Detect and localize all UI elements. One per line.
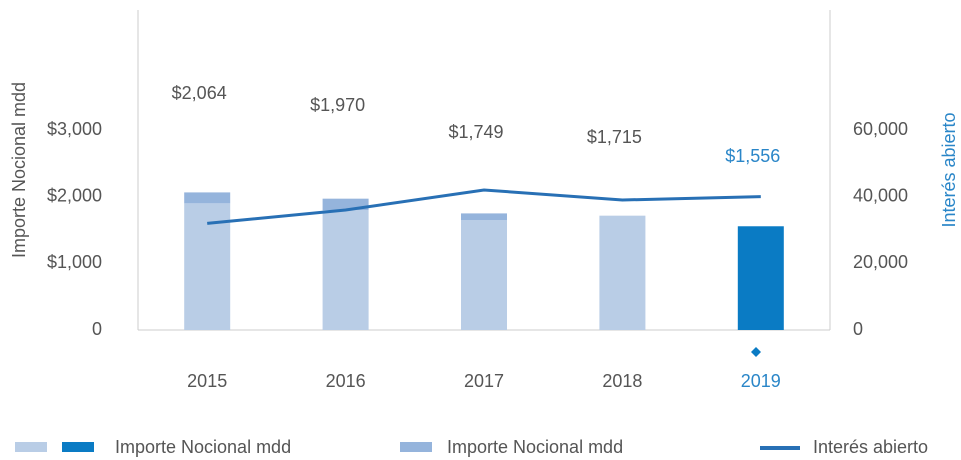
bar-segment — [461, 213, 507, 220]
x-tick-label: 2017 — [464, 371, 504, 391]
x-tick-label: 2018 — [602, 371, 642, 391]
bar-segment — [184, 192, 231, 204]
legend-label: Interés abierto — [813, 437, 928, 457]
bar-segment — [322, 210, 369, 330]
y-tick-label: 0 — [92, 319, 102, 339]
x-tick-label: 2016 — [326, 371, 366, 391]
legend-swatch — [15, 442, 47, 452]
y-tick-label: $2,000 — [47, 185, 102, 205]
y2-tick-label: 20,000 — [853, 252, 908, 272]
x-tick-label: 2019 — [741, 371, 781, 391]
bar-segment — [184, 203, 231, 330]
legend-label: Importe Nocional mdd — [447, 437, 623, 457]
line-series — [207, 188, 761, 225]
highlight-marker — [751, 347, 761, 357]
data-label: $1,749 — [448, 122, 503, 142]
y-axis-title: Importe Nocional mdd — [9, 82, 29, 258]
data-label: $1,970 — [310, 95, 365, 115]
data-label: $2,064 — [172, 83, 227, 103]
legend-swatch — [400, 442, 432, 452]
bar-segment — [322, 198, 369, 210]
y2-tick-label: 60,000 — [853, 119, 908, 139]
y2-tick-label: 40,000 — [853, 185, 908, 205]
data-label: $1,556 — [725, 146, 780, 166]
bar-segment — [737, 226, 784, 330]
y2-axis-title: Interés abierto — [939, 112, 959, 227]
bar-segment — [461, 220, 507, 330]
y-tick-label: $1,000 — [47, 252, 102, 272]
data-label: $1,715 — [587, 127, 642, 147]
legend-swatch — [62, 442, 94, 452]
x-tick-label: 2015 — [187, 371, 227, 391]
y2-tick-label: 0 — [853, 319, 863, 339]
legend-label: Importe Nocional mdd — [115, 437, 291, 457]
bar-segment — [599, 215, 646, 330]
y-tick-label: $3,000 — [47, 119, 102, 139]
